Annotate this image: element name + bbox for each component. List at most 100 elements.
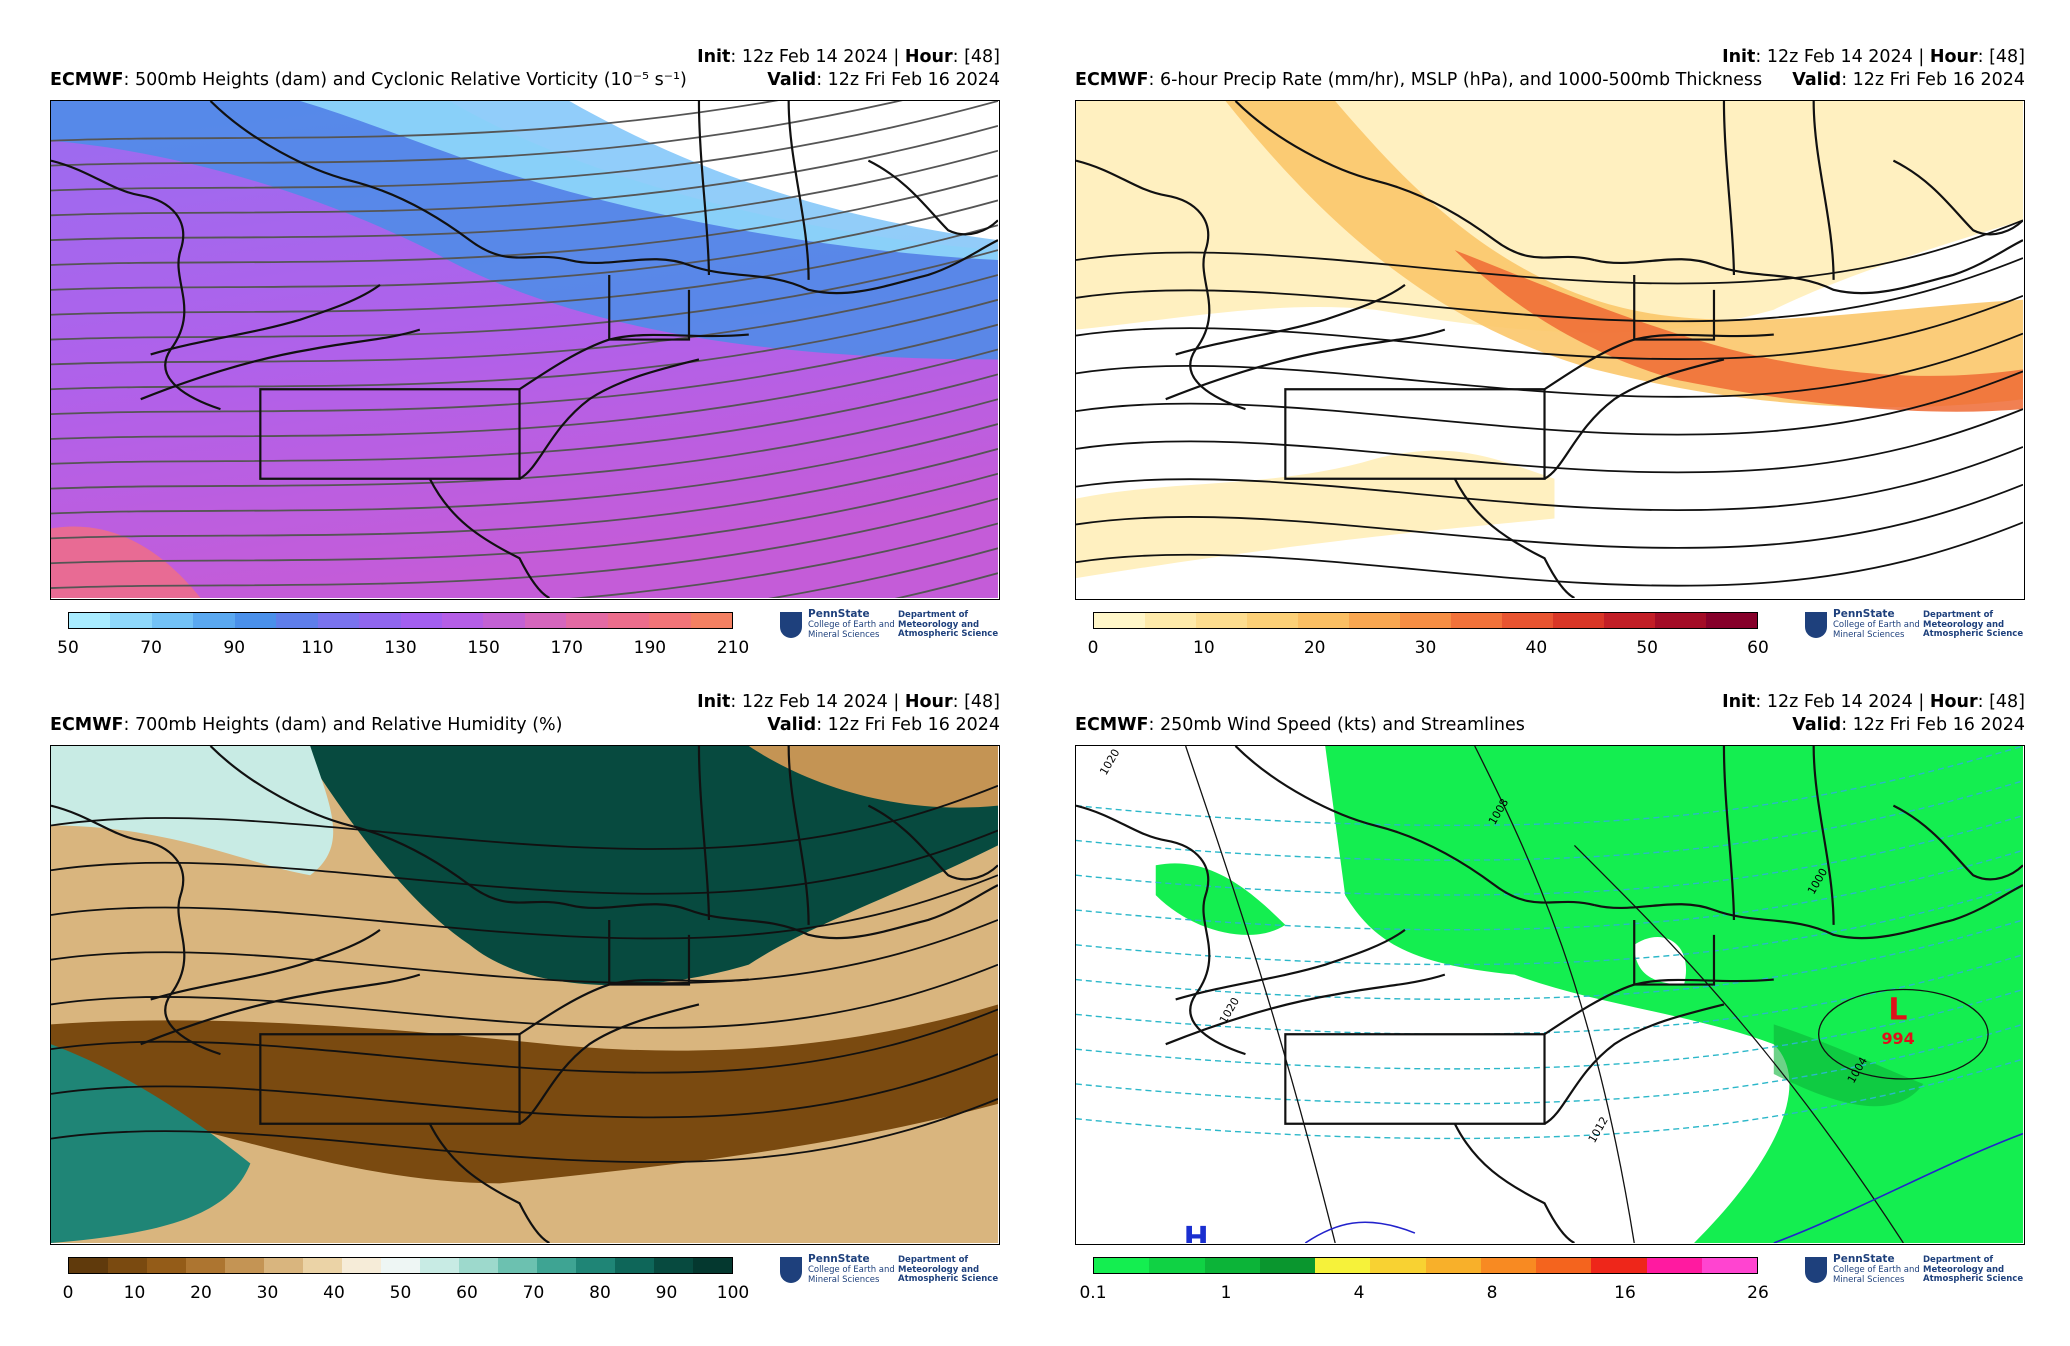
humidity-field <box>51 746 334 876</box>
colorbar-swatch <box>1604 613 1655 628</box>
colorbar-swatch <box>1706 613 1757 628</box>
boundary-line <box>1594 884 2023 940</box>
colorbar-swatch <box>69 1258 108 1273</box>
streamline <box>51 323 998 416</box>
init-label: Init <box>697 692 731 712</box>
valid-line: Valid: 12z Fri Feb 16 2024 <box>767 715 1000 735</box>
contour-line <box>1076 294 2023 360</box>
colorbar-tick-label: 0 <box>62 1283 74 1303</box>
colorbar-swatch <box>1591 1258 1647 1273</box>
contour-line <box>1076 370 2023 436</box>
colorbar-swatch <box>1425 1258 1481 1273</box>
boundary-line <box>140 973 421 1046</box>
colorbar-tick-label: 10 <box>123 1283 146 1303</box>
streamline <box>768 547 998 598</box>
streamline <box>51 497 998 589</box>
colorbar-swatch <box>1145 613 1196 628</box>
colorbar-tick-label: 40 <box>1525 638 1548 658</box>
pennstate-logo: PennState College of Earth and Mineral S… <box>1805 1253 2025 1291</box>
logo-college: College of Earth and Mineral Sciences <box>808 1265 895 1285</box>
contour-line <box>1076 332 2023 398</box>
colorbar-swatch <box>317 613 360 628</box>
init-line: Init: 12z Feb 14 2024 | Hour: [48] <box>1722 692 2025 712</box>
logo-dept: Department of Meteorology and Atmospheri… <box>1923 1255 2024 1284</box>
streamline <box>1076 814 2023 896</box>
colorbar-tick-label: 50 <box>57 638 79 658</box>
colorbar-swatch <box>1655 613 1706 628</box>
valid-value: : 12z Fri Feb 16 2024 <box>816 715 1000 735</box>
valid-value: : 12z Fri Feb 16 2024 <box>816 70 1000 90</box>
isobar <box>1185 746 1336 1243</box>
isobar <box>1817 988 1989 1080</box>
colorbar-ticks: 0 10 20 30 40 50 60 <box>1088 638 1769 660</box>
boundary-line <box>1165 973 1446 1046</box>
colorbar-ticks: 0.1 1 4 8 16 26 <box>1079 1283 1768 1305</box>
map-area: 1020 1008 1000 1004 1012 1020 L 994 H <box>1075 745 2025 1245</box>
boundary-line <box>1175 284 1406 356</box>
title-text: : 250mb Wind Speed (kts) and Streamlines <box>1148 715 1525 735</box>
boundary-line <box>518 1003 700 1125</box>
colorbar-tick-label: 130 <box>384 638 417 658</box>
colorbar-tick-label: 30 <box>1414 638 1437 658</box>
colorbar-swatch <box>69 613 111 628</box>
colorbar-tick-label: 190 <box>633 638 667 658</box>
init-value: : 12z Feb 14 2024 | <box>1755 47 1930 67</box>
logo-dept: Department of Meteorology and Atmospheri… <box>898 1255 999 1284</box>
map-canvas <box>51 746 998 1243</box>
boundary-line <box>150 284 381 356</box>
contour-line <box>1076 483 2023 549</box>
boundary-line <box>697 746 810 925</box>
streamline <box>1076 884 2023 966</box>
colorbar-swatch <box>342 1258 381 1273</box>
colorbar-swatch <box>303 1258 342 1273</box>
contour-line <box>1076 257 2023 323</box>
boundary-line <box>1284 1033 1546 1125</box>
shield-icon <box>780 1257 802 1283</box>
colorbar-tick-label: 70 <box>522 1283 545 1303</box>
boundary-line <box>608 919 691 986</box>
streamline <box>1076 746 2023 827</box>
thickness-line <box>1304 1132 2023 1243</box>
colorbar-tick-label: 40 <box>323 1283 345 1303</box>
boundary-line <box>518 358 700 480</box>
boundary-line <box>1594 239 2023 295</box>
contour-line <box>1076 446 2023 512</box>
colorbar-swatch <box>654 1258 693 1273</box>
wind-field <box>1773 1024 1924 1107</box>
boundary-line <box>697 101 810 280</box>
colorbar-tick-label: 110 <box>301 638 334 658</box>
init-line: Init: 12z Feb 14 2024 | Hour: [48] <box>697 47 1000 67</box>
precip-field <box>1454 250 2023 412</box>
init-label: Init <box>1722 47 1756 67</box>
streamline <box>1076 1058 2023 1140</box>
colorbar-swatch <box>566 613 608 628</box>
colorbar-tick-label: 4 <box>1353 1283 1365 1303</box>
logo-dept: Department of Meteorology and Atmospheri… <box>898 610 999 639</box>
contour-line <box>51 829 998 895</box>
colorbar-swatch <box>225 1258 264 1273</box>
humidity-field <box>300 746 998 986</box>
colorbar-swatch <box>1094 613 1145 628</box>
isobar-label: 1020 <box>1217 995 1242 1026</box>
streamline <box>1076 849 2023 931</box>
streamline <box>51 101 903 167</box>
streamline <box>568 522 998 598</box>
logo-name: PennState <box>1833 1253 1895 1265</box>
colorbar-tick-label: 10 <box>1193 638 1215 658</box>
pennstate-logo: PennState College of Earth and Mineral S… <box>1805 609 2025 646</box>
colorbar-swatch <box>186 1258 225 1273</box>
isobar-label: 1020 <box>1097 747 1122 778</box>
colorbar-swatch <box>359 613 401 628</box>
boundary-line <box>1453 1123 1575 1243</box>
hour-label: Hour <box>1929 692 1978 712</box>
title-text: : 700mb Heights (dam) and Relative Humid… <box>123 715 563 735</box>
streamline <box>51 472 998 565</box>
valid-label: Valid <box>767 715 817 735</box>
streamline <box>51 373 998 465</box>
boundary-line <box>1633 919 1716 986</box>
logo-college: College of Earth and Mineral Sciences <box>808 620 895 640</box>
contour-line <box>51 1008 998 1074</box>
colorbar-swatch <box>1536 1258 1592 1273</box>
colorbar-swatch <box>1094 1258 1150 1273</box>
